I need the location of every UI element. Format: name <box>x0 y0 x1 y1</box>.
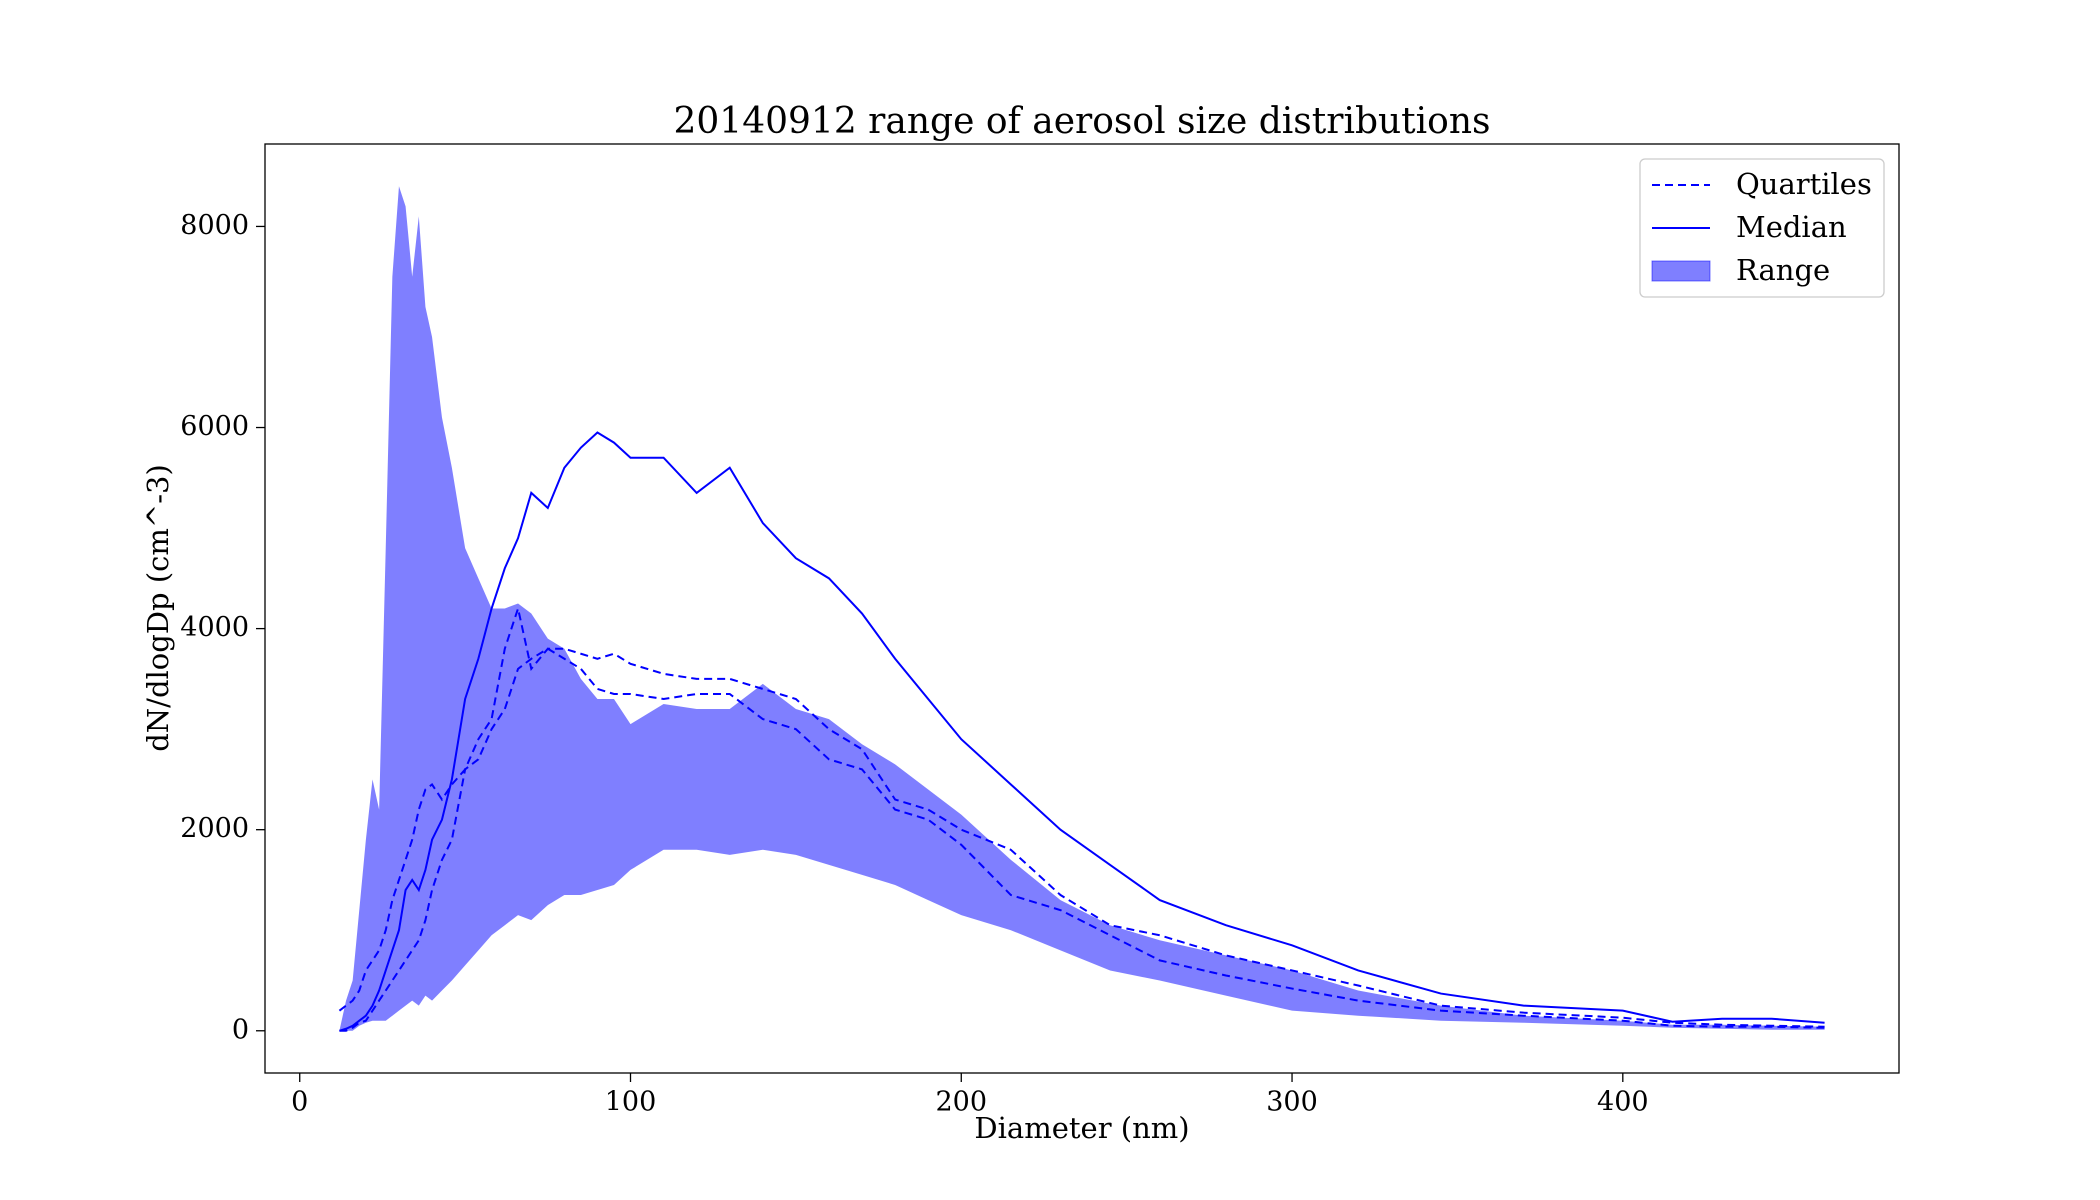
legend-label: Range <box>1736 253 1830 287</box>
y-tick-label: 6000 <box>180 411 249 442</box>
range-band <box>339 186 1825 1031</box>
y-tick-label: 4000 <box>180 612 249 643</box>
x-tick-label: 300 <box>1266 1087 1318 1118</box>
y-tick-label: 8000 <box>180 210 249 241</box>
legend-label: Quartiles <box>1736 167 1872 201</box>
chart-title: 20140912 range of aerosol size distribut… <box>674 101 1491 142</box>
x-axis-label: Diameter (nm) <box>974 1111 1189 1145</box>
median-line <box>339 431 1825 1032</box>
x-tick-label: 100 <box>605 1087 657 1118</box>
y-tick-label: 0 <box>232 1014 249 1045</box>
y-axis-label: dN/dlogDp (cm^-3) <box>141 464 175 752</box>
x-tick-label: 200 <box>935 1087 987 1118</box>
axes-frame <box>264 143 1900 1074</box>
x-tick-label: 400 <box>1597 1087 1649 1118</box>
x-tick-label: 0 <box>291 1087 308 1118</box>
quartile-line <box>338 604 1825 1028</box>
y-tick-label: 2000 <box>180 813 249 844</box>
legend: Quartiles Median Range <box>1639 158 1885 298</box>
legend-swatch <box>1651 260 1711 282</box>
legend-label: Median <box>1736 210 1847 244</box>
quartile-line <box>339 647 1825 1032</box>
